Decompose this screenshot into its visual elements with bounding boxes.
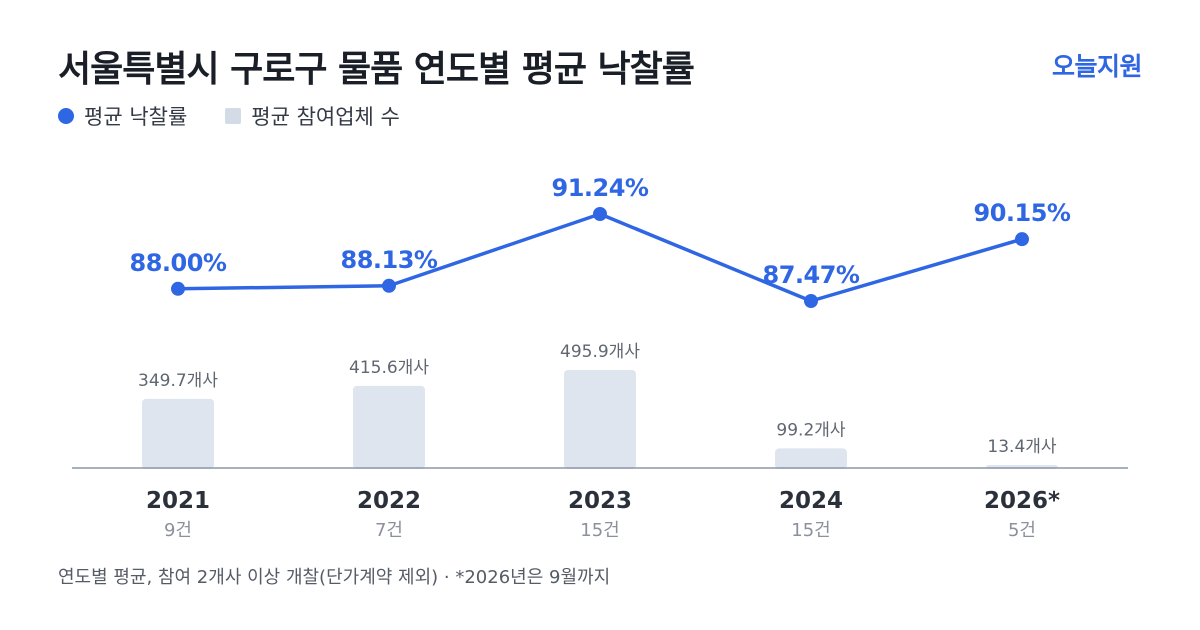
count-label: 15건	[791, 520, 830, 541]
bar-value-label: 415.6개사	[349, 358, 429, 378]
legend-label-rate: 평균 낙찰률	[84, 105, 188, 129]
rate-point	[171, 281, 185, 296]
rate-value-label: 90.15%	[974, 199, 1071, 227]
bar-value-label: 495.9개사	[560, 342, 640, 362]
legend-item-rate: 평균 낙찰률	[58, 101, 187, 131]
bar	[564, 370, 636, 469]
bar	[775, 448, 847, 469]
chart-title: 서울특별시 구로구 물품 연도별 평균 낙찰률	[58, 49, 695, 90]
year-tick-label: 2026*	[984, 488, 1060, 514]
year-tick-label: 2023	[568, 488, 632, 514]
count-label: 7건	[375, 520, 403, 541]
rate-value-label: 88.00%	[130, 249, 227, 277]
rate-line	[176, 212, 1024, 303]
year-tick-label: 2021	[146, 488, 210, 514]
legend-item-bidders: 평균 참여업체 수	[225, 101, 400, 131]
legend-label-bidders: 평균 참여업체 수	[251, 105, 400, 129]
rate-point	[804, 294, 818, 308]
bar-value-label: 349.7개사	[138, 371, 218, 391]
rate-point	[1015, 232, 1029, 247]
rate-value-label: 88.13%	[341, 246, 438, 274]
rate-value-label: 91.24%	[552, 174, 649, 202]
legend-dot-icon	[58, 108, 74, 124]
legend: 평균 낙찰률 평균 참여업체 수	[58, 101, 400, 131]
bar	[142, 398, 214, 469]
count-label: 15건	[580, 520, 619, 541]
count-label: 9건	[164, 520, 192, 541]
year-tick-label: 2024	[779, 488, 843, 514]
footnote: 연도별 평균, 참여 2개사 이상 개찰(단가계약 제외) · *2026년은 …	[58, 567, 611, 588]
rate-point	[593, 207, 607, 221]
rate-value-label: 87.47%	[763, 261, 860, 289]
rate-point	[382, 278, 396, 293]
year-tick-label: 2022	[357, 488, 421, 514]
bar-value-label: 13.4개사	[987, 437, 1056, 457]
bar-value-label: 99.2개사	[776, 420, 845, 440]
count-label: 5건	[1008, 520, 1036, 541]
legend-square-icon	[225, 108, 242, 124]
brand-logo[interactable]: 오늘지원	[1051, 52, 1143, 81]
bar	[353, 385, 425, 469]
